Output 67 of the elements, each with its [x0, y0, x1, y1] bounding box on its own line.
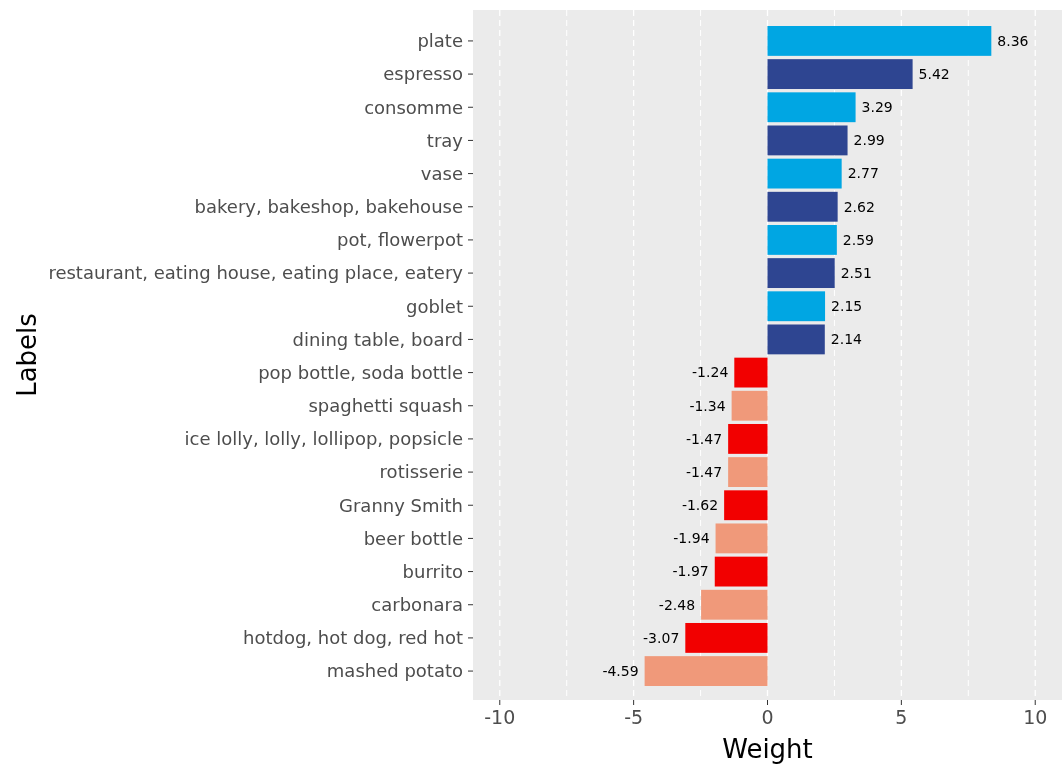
y-tick-label: tray — [426, 129, 464, 151]
y-tick-label: espresso — [383, 63, 463, 85]
y-tick-label: pop bottle, soda bottle — [258, 361, 463, 383]
bar — [767, 92, 856, 123]
data-label: 2.14 — [830, 331, 863, 348]
y-tick-label: rotisserie — [379, 461, 463, 483]
data-label: -1.94 — [673, 530, 710, 547]
data-label: 8.36 — [997, 32, 1029, 49]
x-axis-title: Weight — [722, 734, 813, 764]
x-tick-label: 5 — [895, 706, 908, 728]
bar — [685, 622, 768, 653]
bar — [767, 291, 826, 322]
bar — [701, 589, 768, 620]
data-label: -4.59 — [602, 662, 639, 679]
data-label: -2.48 — [658, 596, 696, 613]
bar — [767, 324, 825, 355]
bar — [728, 423, 768, 454]
y-tick-label: beer bottle — [363, 527, 463, 549]
bar — [734, 357, 768, 388]
y-tick-label: restaurant, eating house, eating place, eatery — [48, 262, 464, 284]
data-label: 5.42 — [918, 65, 950, 82]
bar — [767, 225, 837, 255]
y-tick-label: Granny Smith — [339, 494, 463, 516]
y-tick-label: mashed potato — [326, 660, 463, 682]
y-tick-label: consomme — [364, 96, 463, 118]
bar — [767, 258, 835, 289]
data-label: -1.47 — [685, 463, 723, 480]
data-label: 2.62 — [843, 198, 875, 215]
bar — [767, 59, 913, 90]
y-tick-label: dining table, board — [292, 328, 463, 350]
bar — [644, 656, 768, 686]
data-label: -1.24 — [692, 364, 729, 381]
data-label: -1.97 — [672, 563, 709, 580]
y-tick-label: carbonara — [371, 594, 463, 616]
data-label: 2.51 — [840, 264, 872, 281]
x-tick-label: -10 — [484, 706, 516, 728]
data-label: 2.59 — [842, 231, 875, 248]
data-label: 2.15 — [831, 298, 863, 315]
x-tick-label: 0 — [761, 706, 774, 728]
y-axis-title: Labels — [12, 313, 42, 397]
data-label: -1.34 — [689, 397, 726, 414]
data-label: 2.99 — [853, 132, 885, 149]
y-tick-label: pot, flowerpot — [337, 229, 463, 251]
data-label: -3.07 — [643, 629, 680, 646]
y-tick-label: hotdog, hot dog, red hot — [243, 627, 463, 649]
y-tick-label: ice lolly, lolly, lollipop, popsicle — [184, 428, 463, 450]
x-tick-label: -5 — [624, 706, 644, 728]
y-tick-label: spaghetti squash — [308, 395, 463, 417]
bar — [715, 523, 768, 554]
y-tick-label: vase — [420, 162, 463, 184]
bar — [767, 26, 992, 56]
bar — [767, 191, 838, 222]
y-tick-label: bakery, bakeshop, bakehouse — [194, 196, 463, 218]
y-tick-label: burrito — [402, 560, 463, 582]
data-label: 3.29 — [861, 99, 893, 116]
bar — [714, 556, 768, 587]
bar — [767, 125, 848, 156]
bar — [728, 457, 768, 488]
y-tick-label: goblet — [406, 295, 463, 317]
bar — [724, 490, 768, 521]
data-label: -1.62 — [681, 497, 719, 514]
y-tick-label: plate — [417, 30, 463, 52]
bar — [767, 158, 842, 189]
x-tick-label: 10 — [1023, 706, 1048, 728]
data-label: 2.77 — [847, 165, 879, 182]
bar — [731, 390, 768, 421]
data-label: -1.47 — [685, 430, 723, 447]
